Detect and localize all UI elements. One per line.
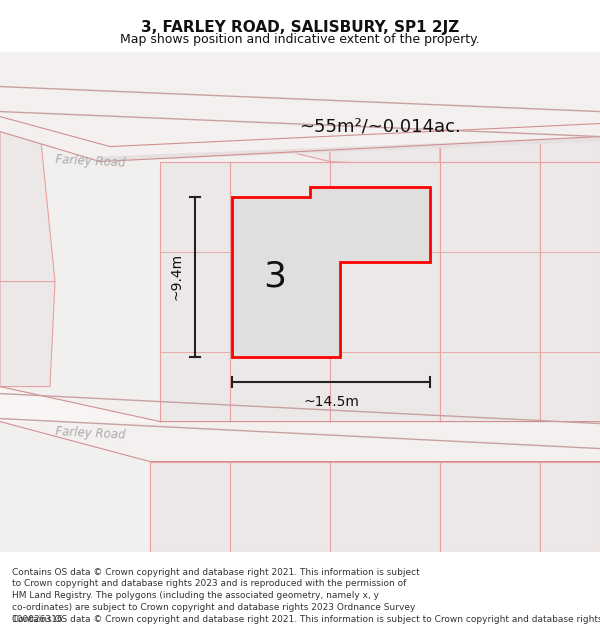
Polygon shape <box>440 161 540 421</box>
Text: ~9.4m: ~9.4m <box>170 253 184 300</box>
Polygon shape <box>0 131 55 281</box>
Polygon shape <box>100 136 600 161</box>
Polygon shape <box>440 461 540 551</box>
Polygon shape <box>150 461 230 551</box>
Polygon shape <box>0 386 600 461</box>
Text: Contains OS data © Crown copyright and database right 2021. This information is : Contains OS data © Crown copyright and d… <box>12 568 420 624</box>
Polygon shape <box>100 51 225 136</box>
Text: Contains OS data © Crown copyright and database right 2021. This information is : Contains OS data © Crown copyright and d… <box>12 615 600 624</box>
Polygon shape <box>160 161 230 421</box>
Polygon shape <box>330 161 440 421</box>
Text: Farley Road: Farley Road <box>55 153 125 170</box>
Polygon shape <box>0 51 60 131</box>
Text: 3, FARLEY ROAD, SALISBURY, SP1 2JZ: 3, FARLEY ROAD, SALISBURY, SP1 2JZ <box>141 20 459 35</box>
Polygon shape <box>330 461 440 551</box>
Polygon shape <box>232 186 430 356</box>
Polygon shape <box>230 461 330 551</box>
Polygon shape <box>230 161 330 421</box>
Polygon shape <box>225 51 330 161</box>
Polygon shape <box>0 51 600 161</box>
Polygon shape <box>0 51 600 551</box>
Polygon shape <box>0 421 600 461</box>
Text: ~14.5m: ~14.5m <box>303 394 359 409</box>
Polygon shape <box>330 51 440 166</box>
Polygon shape <box>0 281 55 386</box>
Text: Farley Road: Farley Road <box>55 425 125 442</box>
Text: ~55m²/~0.014ac.: ~55m²/~0.014ac. <box>299 118 461 136</box>
Text: Map shows position and indicative extent of the property.: Map shows position and indicative extent… <box>120 32 480 46</box>
Polygon shape <box>0 51 600 161</box>
Text: 3: 3 <box>263 259 287 294</box>
Polygon shape <box>540 51 600 166</box>
Polygon shape <box>440 51 540 166</box>
Polygon shape <box>540 161 600 421</box>
Polygon shape <box>540 461 600 551</box>
